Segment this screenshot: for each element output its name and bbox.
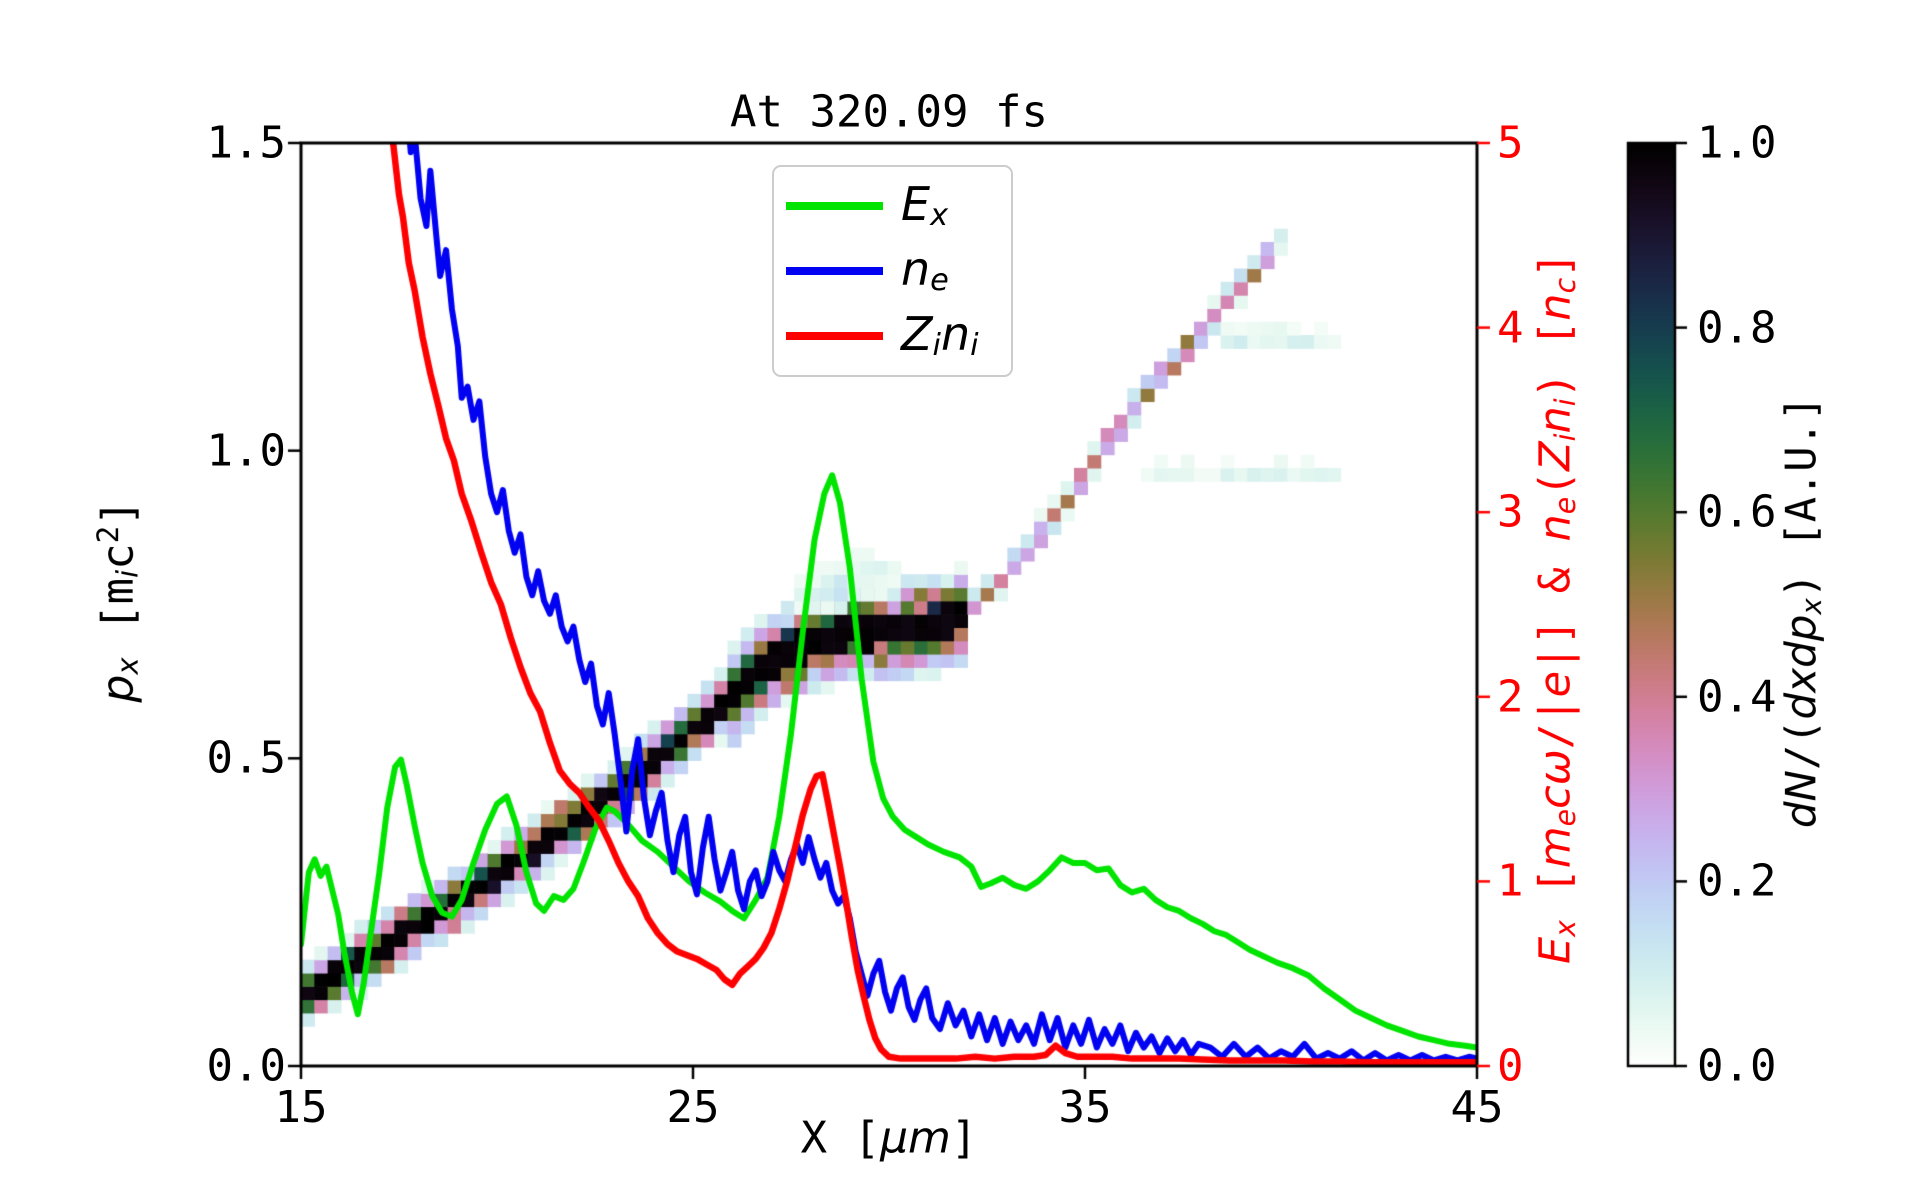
- label-segment: x: [930, 197, 949, 233]
- label-segment: μm: [880, 1112, 951, 1164]
- label-segment: i: [970, 328, 979, 364]
- label-segment: i: [1548, 398, 1582, 407]
- label-segment: [: [1530, 868, 1581, 921]
- legend-item-zini: Zini: [774, 311, 1011, 361]
- label-segment: n: [940, 307, 971, 362]
- label-segment: c: [1548, 277, 1582, 294]
- label-segment: ]: [1530, 251, 1581, 278]
- y-right-tick-label: 2: [1497, 671, 1524, 723]
- label-segment: n: [1530, 406, 1581, 434]
- colorbar-tick-label: 0.8: [1697, 302, 1777, 354]
- label-segment: ]: [950, 1112, 978, 1164]
- legend-line-ex: [786, 201, 883, 210]
- label-segment: E: [1530, 936, 1581, 965]
- label-segment: ) [: [1530, 320, 1581, 399]
- label-segment: x: [1776, 667, 1826, 693]
- legend-label-zini: Zini: [901, 311, 979, 361]
- chart-title: At 320.09 fs: [730, 86, 1048, 138]
- y-left-tick-label: 0.5: [206, 732, 286, 784]
- colorbar-tick-label: 0.0: [1697, 1040, 1777, 1092]
- colorbar-tick-label: 1.0: [1697, 117, 1777, 169]
- label-segment: [: [853, 1112, 881, 1164]
- legend-label-ex: Ex: [901, 181, 948, 231]
- label-segment: i: [1548, 433, 1582, 442]
- label-segment: (: [1530, 470, 1581, 497]
- y-right-tick-label: 4: [1497, 302, 1524, 354]
- label-segment: e: [1530, 671, 1581, 698]
- label-segment: i: [110, 569, 145, 578]
- label-segment: p: [1776, 614, 1826, 642]
- y-right-tick-label: 1: [1497, 855, 1524, 907]
- label-segment: c: [92, 543, 144, 570]
- label-segment: /(: [1776, 719, 1826, 771]
- label-segment: d: [1776, 641, 1826, 668]
- legend-line-zini: [786, 332, 883, 341]
- label-segment: ]: [92, 499, 144, 526]
- y-left-axis-label: px [mic2]: [91, 499, 145, 702]
- label-segment: ): [1776, 547, 1826, 599]
- label-segment: 2: [91, 525, 126, 544]
- legend-item-ne: ne: [774, 246, 1011, 296]
- legend-label-ne: ne: [901, 246, 949, 296]
- label-segment: i: [932, 328, 941, 364]
- label-segment: ω: [1530, 749, 1581, 786]
- label-segment: e: [1548, 808, 1582, 827]
- colorbar-tick-label: 0.6: [1697, 486, 1777, 538]
- label-segment: x: [1794, 598, 1828, 615]
- label-segment: d: [1776, 801, 1826, 829]
- label-segment: x: [110, 657, 145, 675]
- label-segment: |] &: [1530, 541, 1581, 671]
- label-segment: n: [1530, 293, 1581, 321]
- label-segment: Z: [901, 307, 933, 362]
- label-segment: m: [92, 577, 144, 605]
- label-segment: [: [92, 604, 144, 658]
- label-segment: x: [1548, 920, 1582, 937]
- label-segment: n: [1530, 514, 1581, 542]
- y-right-tick-label: 3: [1497, 486, 1524, 538]
- label-segment: /|: [1530, 697, 1581, 750]
- colorbar-label: dN/(dxdpx) [A.U.]: [1776, 396, 1827, 828]
- colorbar-tick-label: 0.2: [1697, 855, 1777, 907]
- x-axis-label: X [μm]: [801, 1113, 978, 1164]
- label-segment: X: [800, 1112, 854, 1164]
- label-segment: Z: [1530, 441, 1581, 471]
- y-right-tick-label: 0: [1497, 1040, 1524, 1092]
- label-segment: e: [1548, 496, 1582, 515]
- y-left-tick-label: 0.0: [206, 1040, 286, 1092]
- colorbar-tick-label: 0.4: [1697, 671, 1777, 723]
- legend-item-ex: Ex: [774, 181, 1011, 231]
- label-segment: p: [92, 674, 144, 703]
- label-segment: e: [930, 262, 949, 298]
- legend: Ex ne Zini: [772, 165, 1013, 377]
- label-segment: [A.U.]: [1776, 395, 1826, 548]
- y-right-tick-label: 5: [1497, 117, 1524, 169]
- x-tick-label: 35: [1058, 1082, 1112, 1133]
- label-segment: E: [901, 176, 931, 231]
- x-tick-label: 25: [666, 1082, 720, 1133]
- y-left-tick-label: 1.0: [206, 425, 286, 477]
- legend-line-ne: [786, 266, 883, 275]
- label-segment: c: [1530, 785, 1581, 809]
- label-segment: m: [1530, 826, 1581, 869]
- label-segment: N: [1776, 770, 1826, 802]
- y-left-tick-label: 1.5: [206, 117, 286, 169]
- x-tick-label: 45: [1450, 1082, 1504, 1133]
- y-right-axis-label: Ex [mecω/|e|] & ne(Zini) [nc]: [1530, 252, 1581, 964]
- x-tick-label: 15: [274, 1082, 328, 1133]
- label-segment: n: [901, 241, 931, 296]
- label-segment: d: [1776, 692, 1826, 720]
